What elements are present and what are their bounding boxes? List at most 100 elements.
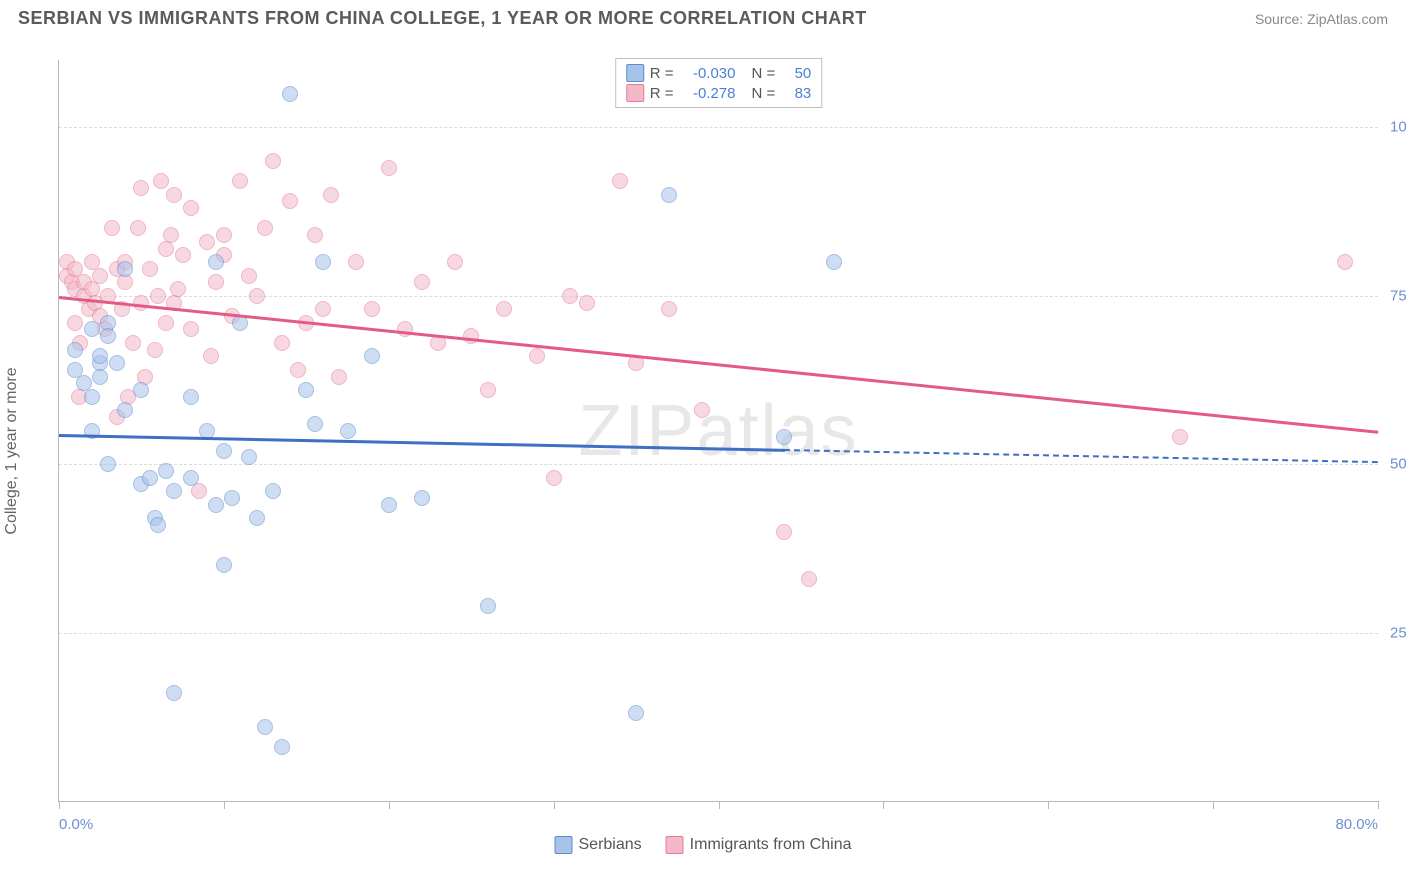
scatter-point [612,173,628,189]
gridline [59,633,1378,634]
scatter-point [232,173,248,189]
scatter-point [158,315,174,331]
trendline [59,296,1378,433]
scatter-point [323,187,339,203]
scatter-point [381,160,397,176]
scatter-point [274,739,290,755]
scatter-point [175,247,191,263]
scatter-point [307,416,323,432]
scatter-point [133,180,149,196]
scatter-point [496,301,512,317]
scatter-point [130,220,146,236]
scatter-point [67,315,83,331]
legend-r-label: R = [650,65,674,82]
scatter-point [282,86,298,102]
scatter-point [298,382,314,398]
x-tick [1378,801,1379,809]
scatter-point [208,254,224,270]
scatter-point [199,234,215,250]
scatter-point [249,510,265,526]
legend-swatch [666,836,684,854]
legend-n-label: N = [752,85,776,102]
trendline-dashed [784,449,1378,463]
scatter-point [661,301,677,317]
scatter-point [364,301,380,317]
scatter-point [142,470,158,486]
chart-title: SERBIAN VS IMMIGRANTS FROM CHINA COLLEGE… [18,8,867,29]
scatter-point [92,369,108,385]
y-tick-label: 25.0% [1382,624,1406,641]
scatter-point [163,227,179,243]
y-tick-label: 50.0% [1382,456,1406,473]
scatter-point [166,685,182,701]
scatter-point [84,389,100,405]
x-tick [1048,801,1049,809]
scatter-point [480,382,496,398]
scatter-point [216,227,232,243]
legend-row: R = -0.278 N = 83 [626,83,812,103]
legend-r-value: -0.278 [680,85,736,102]
legend-series-name: Immigrants from China [690,836,852,854]
scatter-point [241,449,257,465]
scatter-point [480,598,496,614]
scatter-point [84,321,100,337]
correlation-legend: R =-0.030N =50R =-0.278N =83 [615,58,823,108]
scatter-point [241,268,257,284]
scatter-point [153,173,169,189]
scatter-point [166,483,182,499]
scatter-point [307,227,323,243]
plot-area: ZIPatlas R =-0.030N =50R =-0.278N =83 25… [58,60,1378,802]
gridline [59,464,1378,465]
scatter-point [125,335,141,351]
legend-n-value: 83 [781,85,811,102]
scatter-point [562,288,578,304]
scatter-point [364,348,380,364]
scatter-point [147,342,163,358]
scatter-point [257,220,273,236]
x-tick [1213,801,1214,809]
legend-item: Immigrants from China [666,836,852,854]
scatter-point [694,402,710,418]
x-tick [59,801,60,809]
scatter-point [801,571,817,587]
legend-n-label: N = [752,65,776,82]
chart-container: College, 1 year or more ZIPatlas R =-0.0… [18,40,1388,862]
scatter-point [170,281,186,297]
scatter-point [67,342,83,358]
legend-r-value: -0.030 [680,65,736,82]
scatter-point [397,321,413,337]
scatter-point [133,382,149,398]
scatter-point [104,220,120,236]
scatter-point [290,362,306,378]
legend-item: Serbians [555,836,642,854]
scatter-point [216,443,232,459]
scatter-point [414,274,430,290]
scatter-point [158,463,174,479]
scatter-point [142,261,158,277]
gridline [59,127,1378,128]
scatter-point [150,288,166,304]
legend-swatch [626,84,644,102]
scatter-point [100,456,116,472]
scatter-point [117,402,133,418]
scatter-point [203,348,219,364]
scatter-point [414,490,430,506]
scatter-point [150,517,166,533]
scatter-point [249,288,265,304]
legend-series-name: Serbians [579,836,642,854]
legend-r-label: R = [650,85,674,102]
legend-row: R =-0.030N =50 [626,63,812,83]
scatter-point [463,328,479,344]
scatter-point [447,254,463,270]
scatter-point [208,274,224,290]
scatter-point [265,153,281,169]
scatter-point [92,268,108,284]
scatter-point [381,497,397,513]
legend-swatch [626,64,644,82]
scatter-point [183,389,199,405]
scatter-point [257,719,273,735]
scatter-point [183,321,199,337]
scatter-point [1172,429,1188,445]
scatter-point [166,187,182,203]
y-tick-label: 100.0% [1382,119,1406,136]
